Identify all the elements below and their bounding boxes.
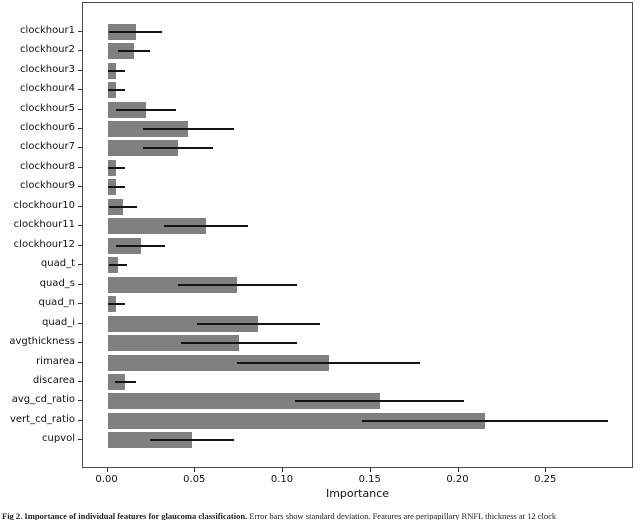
bar-vert_cd_ratio	[107, 412, 485, 429]
errorbar-discarea	[114, 380, 136, 383]
errorbar-clockhour3	[107, 69, 126, 72]
y-tick-mark	[78, 419, 82, 421]
x-tick-mark	[194, 468, 196, 472]
x-tick-label-0.20: 0.20	[446, 474, 469, 485]
errorbar-quad_i	[197, 322, 320, 325]
x-tick-mark	[457, 468, 459, 472]
y-tick-mark	[78, 225, 82, 227]
bar-quad_s	[107, 276, 238, 293]
x-tick-label-0.15: 0.15	[358, 474, 381, 485]
y-tick-label-avg_cd_ratio: avg_cd_ratio	[11, 394, 75, 406]
errorbar-rimarea	[237, 361, 420, 364]
y-tick-label-quad_n: quad_n	[38, 297, 76, 309]
x-tick-mark	[545, 468, 547, 472]
y-tick-mark	[78, 303, 82, 305]
errorbar-clockhour12	[116, 244, 166, 247]
errorbar-cupvol	[149, 439, 234, 442]
y-tick-mark	[78, 244, 82, 246]
y-tick-mark	[78, 322, 82, 324]
x-tick-mark	[369, 468, 371, 472]
errorbar-clockhour1	[109, 30, 162, 33]
y-tick-mark	[78, 166, 82, 168]
x-tick-label-0.00: 0.00	[95, 474, 118, 485]
x-tick-mark	[282, 468, 284, 472]
x-tick-label-0.25: 0.25	[534, 474, 557, 485]
errorbar-quad_t	[109, 264, 127, 267]
y-tick-label-rimarea: rimarea	[36, 355, 75, 367]
x-tick-mark	[106, 468, 108, 472]
y-tick-label-clockhour3: clockhour3	[20, 63, 75, 75]
y-tick-mark	[78, 147, 82, 149]
errorbar-clockhour7	[142, 147, 213, 150]
errorbar-vert_cd_ratio	[362, 419, 608, 422]
y-tick-label-clockhour1: clockhour1	[20, 24, 75, 36]
y-tick-label-quad_t: quad_t	[40, 258, 75, 270]
bar-avg_cd_ratio	[107, 393, 380, 410]
y-tick-label-clockhour11: clockhour11	[13, 219, 75, 231]
y-tick-label-quad_s: quad_s	[39, 277, 75, 289]
y-tick-label-discarea: discarea	[32, 374, 75, 386]
y-tick-label-clockhour2: clockhour2	[20, 44, 75, 56]
errorbar-clockhour8	[107, 166, 126, 169]
y-tick-label-quad_i: quad_i	[42, 316, 75, 328]
y-tick-mark	[78, 89, 82, 91]
y-tick-mark	[78, 264, 82, 266]
bar-quad_i	[107, 315, 259, 332]
y-tick-mark	[78, 108, 82, 110]
x-tick-label-0.05: 0.05	[183, 474, 206, 485]
x-axis-label: Importance	[325, 487, 390, 500]
errorbar-clockhour2	[118, 50, 150, 53]
errorbar-clockhour11	[163, 225, 248, 228]
y-tick-label-clockhour8: clockhour8	[20, 160, 75, 172]
y-tick-mark	[78, 30, 82, 32]
y-tick-label-clockhour5: clockhour5	[20, 102, 75, 114]
bar-rimarea	[107, 354, 329, 371]
figure-caption: Fig 2. Importance of individual features…	[2, 509, 638, 520]
bar-clockhour11	[107, 218, 206, 235]
y-tick-label-vert_cd_ratio: vert_cd_ratio	[9, 413, 75, 425]
errorbar-clockhour5	[116, 108, 176, 111]
y-tick-label-avgthickness: avgthickness	[9, 336, 75, 348]
y-tick-label-clockhour9: clockhour9	[20, 180, 75, 192]
y-tick-mark	[78, 380, 82, 382]
y-tick-mark	[78, 128, 82, 129]
y-tick-label-clockhour10: clockhour10	[13, 199, 75, 211]
y-tick-mark	[78, 400, 82, 402]
errorbar-quad_n	[107, 303, 126, 306]
y-tick-mark	[78, 283, 82, 285]
y-tick-label-clockhour6: clockhour6	[20, 122, 75, 133]
y-tick-label-clockhour12: clockhour12	[13, 238, 75, 250]
errorbar-clockhour6	[142, 128, 234, 130]
errorbar-clockhour4	[107, 89, 126, 92]
errorbar-quad_s	[177, 283, 298, 286]
y-tick-mark	[78, 186, 82, 188]
y-tick-mark	[78, 439, 82, 441]
y-tick-mark	[78, 50, 82, 52]
y-tick-label-clockhour7: clockhour7	[20, 141, 75, 153]
y-tick-label-cupvol: cupvol	[42, 433, 75, 445]
errorbar-clockhour10	[109, 205, 138, 208]
bar-avgthickness	[107, 335, 240, 352]
caption-body: Error bars show standard deviation. Feat…	[247, 511, 557, 520]
errorbar-avgthickness	[181, 342, 298, 345]
y-tick-mark	[78, 361, 82, 363]
y-tick-mark	[78, 69, 82, 71]
plot-area	[82, 2, 633, 468]
y-tick-label-clockhour4: clockhour4	[20, 83, 75, 95]
errorbar-clockhour9	[107, 186, 126, 189]
x-tick-label-0.10: 0.10	[270, 474, 294, 485]
y-tick-mark	[78, 205, 82, 207]
caption-title: Fig 2. Importance of individual features…	[2, 511, 248, 520]
y-tick-mark	[78, 342, 82, 344]
errorbar-avg_cd_ratio	[295, 400, 464, 403]
